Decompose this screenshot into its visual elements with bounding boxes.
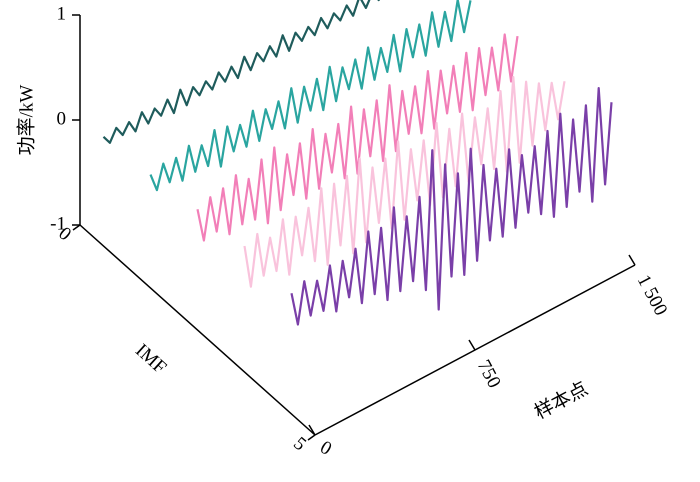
signal-line xyxy=(290,86,613,326)
imf-axis-title: IMF xyxy=(131,340,170,378)
sample-tick xyxy=(628,254,636,266)
imf-axis xyxy=(79,224,316,436)
signal-line xyxy=(149,0,472,192)
imf-tick xyxy=(72,224,81,231)
sample-tick-label: 1 500 xyxy=(633,272,672,320)
z-tick-label: 1 xyxy=(57,3,67,24)
imf-tick xyxy=(307,434,316,441)
z-tick-label: -1 xyxy=(50,213,66,234)
sample-tick xyxy=(468,339,476,351)
z-axis-title: 功率/kW xyxy=(15,85,37,156)
z-tick-label: 0 xyxy=(57,108,67,129)
sample-axis-title: 样本点 xyxy=(531,377,592,423)
sample-tick xyxy=(308,424,316,436)
sample-tick-label: 750 xyxy=(473,357,505,392)
sample-tick-label: 0 xyxy=(316,437,335,460)
imf-tick-label: 5 xyxy=(289,433,310,455)
signal-line xyxy=(196,33,519,242)
signal-line xyxy=(102,0,380,144)
signal-line xyxy=(243,75,566,288)
